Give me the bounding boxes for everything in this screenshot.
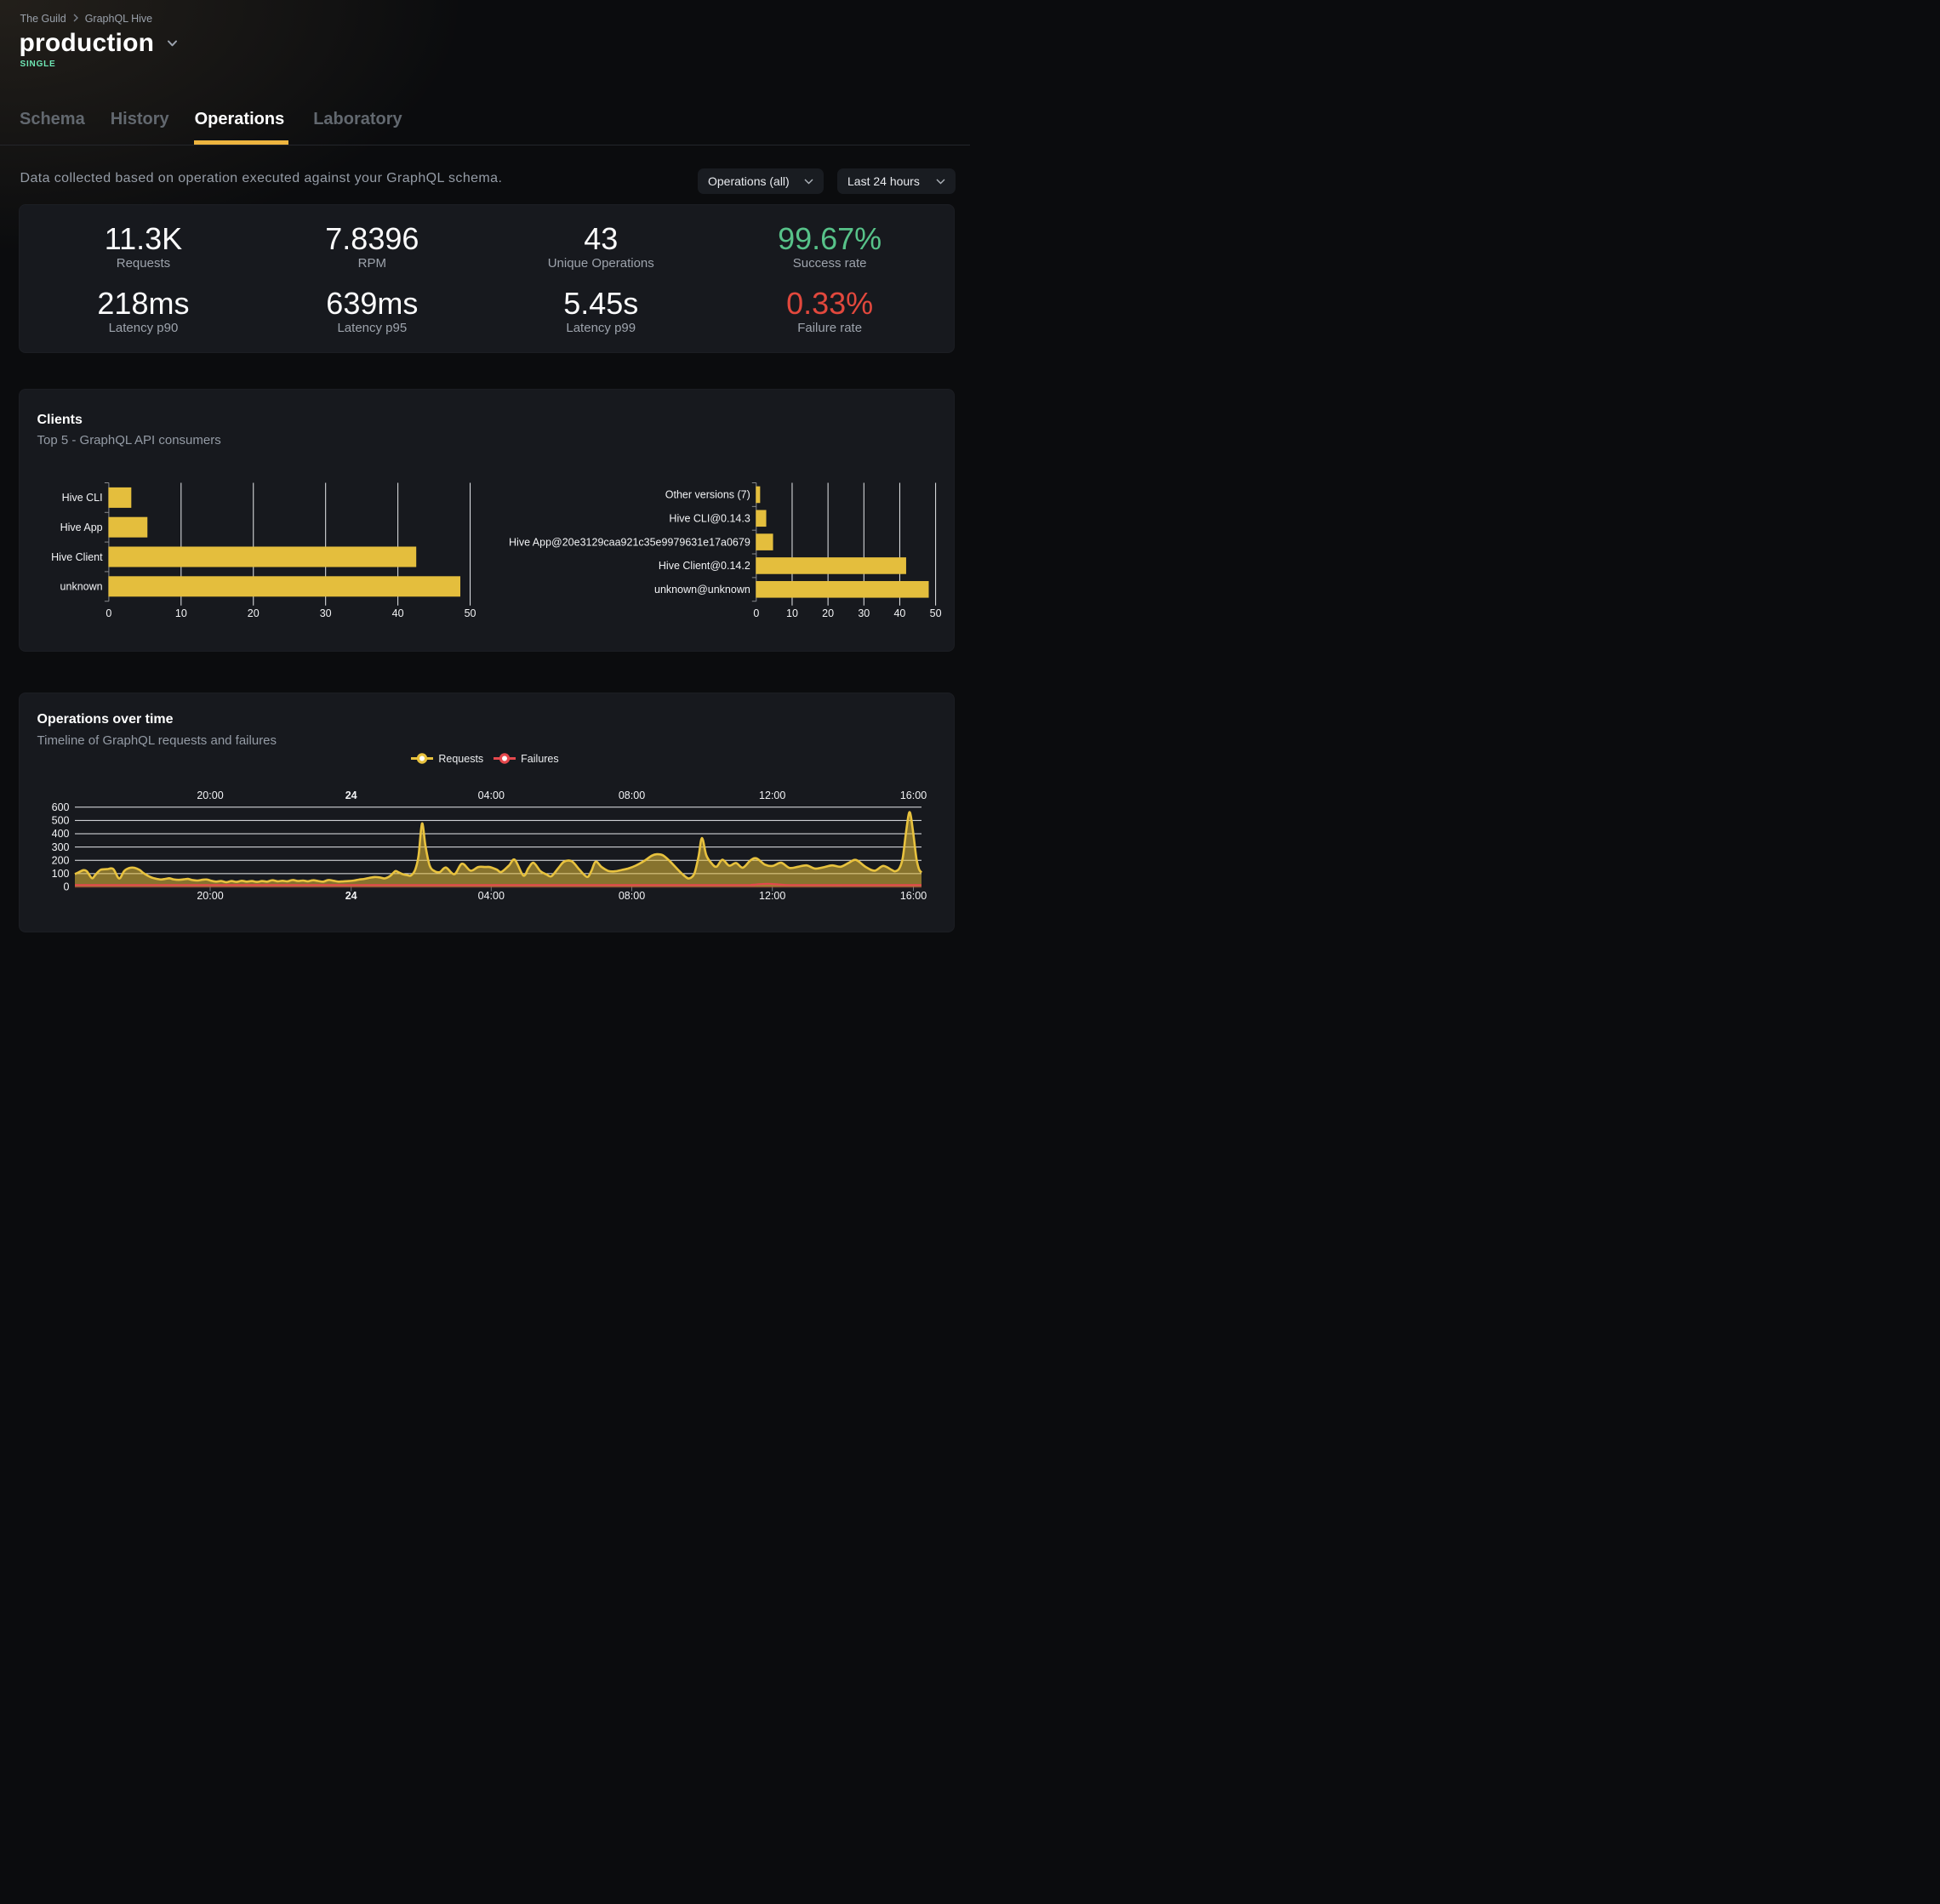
svg-text:30: 30 [320, 607, 332, 619]
svg-text:04:00: 04:00 [478, 890, 505, 902]
svg-text:400: 400 [52, 828, 70, 840]
svg-text:16:00: 16:00 [900, 890, 927, 902]
svg-text:20:00: 20:00 [197, 890, 223, 902]
svg-text:Hive CLI@0.14.3: Hive CLI@0.14.3 [669, 513, 750, 525]
svg-text:40: 40 [392, 607, 404, 619]
svg-text:100: 100 [52, 868, 70, 880]
svg-text:unknown@unknown: unknown@unknown [654, 584, 750, 596]
svg-text:Other versions (7): Other versions (7) [665, 489, 750, 501]
svg-text:24: 24 [345, 890, 357, 902]
svg-text:unknown: unknown [60, 581, 103, 593]
svg-text:Hive App: Hive App [60, 522, 103, 533]
svg-text:20: 20 [248, 607, 260, 619]
svg-text:08:00: 08:00 [619, 790, 645, 801]
svg-text:04:00: 04:00 [478, 790, 505, 801]
svg-text:500: 500 [52, 814, 70, 826]
svg-text:Hive App@20e3129caa921c35e9979: Hive App@20e3129caa921c35e9979631e17a067… [509, 536, 750, 548]
svg-text:300: 300 [52, 841, 70, 852]
svg-text:0: 0 [106, 607, 111, 619]
svg-text:08:00: 08:00 [619, 890, 645, 902]
svg-text:0: 0 [753, 607, 759, 619]
svg-text:50: 50 [465, 607, 476, 619]
svg-text:12:00: 12:00 [759, 890, 785, 902]
svg-text:50: 50 [930, 607, 942, 619]
svg-text:24: 24 [345, 790, 357, 801]
svg-text:40: 40 [893, 607, 905, 619]
svg-text:600: 600 [52, 801, 70, 813]
svg-text:10: 10 [175, 607, 187, 619]
svg-text:Hive Client: Hive Client [51, 551, 103, 563]
svg-text:0: 0 [64, 881, 70, 892]
svg-text:Hive CLI: Hive CLI [62, 492, 103, 504]
svg-text:12:00: 12:00 [759, 790, 785, 801]
svg-text:16:00: 16:00 [900, 790, 927, 801]
svg-text:20: 20 [822, 607, 834, 619]
svg-text:20:00: 20:00 [197, 790, 223, 801]
svg-text:200: 200 [52, 854, 70, 866]
svg-text:10: 10 [786, 607, 798, 619]
svg-text:30: 30 [858, 607, 870, 619]
svg-text:Hive Client@0.14.2: Hive Client@0.14.2 [659, 560, 750, 572]
